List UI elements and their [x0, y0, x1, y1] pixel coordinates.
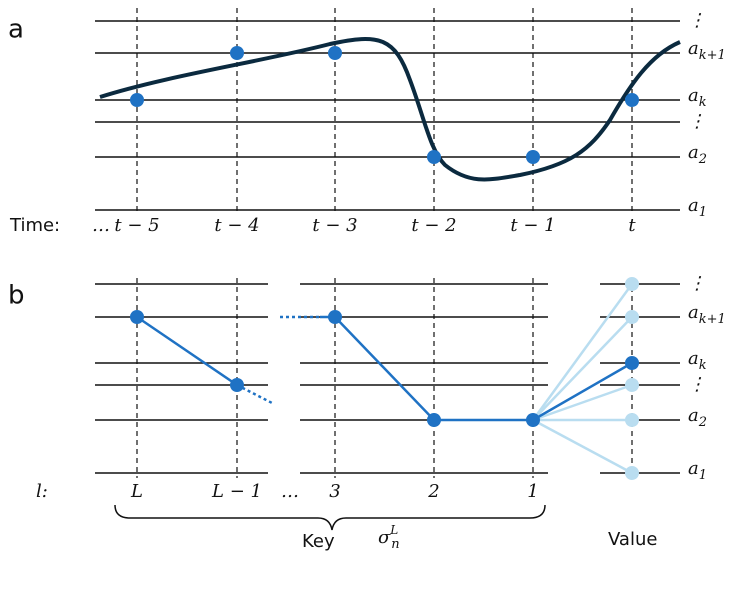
key-brace: [114, 504, 546, 531]
superscript: L: [389, 523, 398, 537]
math-label: a1: [688, 195, 707, 220]
math-label: a2: [688, 142, 707, 167]
math-label: ak+1: [688, 38, 726, 63]
math-label: L: [130, 481, 143, 502]
math-label: ⋮: [688, 374, 706, 395]
subscript: 2: [698, 152, 707, 167]
math-label: t − 4: [214, 215, 259, 236]
math-label: ⋮: [688, 10, 706, 31]
panel-b-grid: [95, 278, 680, 478]
key-path: [136, 315, 633, 422]
base: a: [688, 458, 699, 479]
math-label: 2: [427, 481, 439, 502]
base: σ: [378, 527, 391, 548]
subscript: n: [391, 537, 399, 552]
subscript: k: [699, 358, 707, 373]
base: a: [688, 405, 699, 426]
panel-label: b: [8, 281, 25, 311]
signal-curve: [99, 36, 681, 182]
time-label: Time:: [9, 215, 60, 236]
base: a: [688, 302, 699, 323]
key-label: Key: [302, 531, 335, 552]
subscript: k: [699, 95, 707, 110]
base: a: [688, 195, 699, 216]
math-label: …: [92, 215, 110, 236]
base: a: [688, 85, 699, 106]
math-label: ⋮: [688, 111, 706, 132]
base: a: [688, 348, 699, 369]
panel-a-grid: [95, 8, 680, 215]
subscript: 2: [698, 415, 707, 430]
math-label: ⋮: [688, 273, 706, 294]
base: a: [688, 142, 699, 163]
key-points: [130, 310, 639, 427]
subscript: 1: [699, 468, 707, 483]
math-label: 1: [527, 481, 538, 502]
math-label: …: [281, 481, 299, 502]
math-label: ak: [688, 348, 707, 373]
math-label: L − 1: [211, 481, 262, 502]
value-label: Value: [608, 529, 657, 550]
subscript: k+1: [699, 312, 726, 327]
base: a: [688, 38, 699, 59]
math-label: 3: [329, 481, 340, 502]
panel-label: a: [8, 15, 24, 45]
math-label: t − 5: [114, 215, 159, 236]
value-links: [531, 283, 634, 475]
math-label: t: [628, 215, 636, 236]
math-label: t − 1: [510, 215, 555, 236]
math-label: t − 2: [411, 215, 456, 236]
samples: [130, 46, 639, 164]
math-label: σL n: [378, 523, 400, 552]
subscript: k+1: [699, 48, 726, 63]
math-label: a1: [688, 458, 707, 483]
value-points: [625, 277, 639, 480]
math-label: t − 3: [312, 215, 357, 236]
math-label: ak+1: [688, 302, 726, 327]
math-label: ak: [688, 85, 707, 110]
index-label: l:: [36, 481, 48, 502]
math-label: a2: [688, 405, 707, 430]
subscript: 1: [699, 205, 707, 220]
